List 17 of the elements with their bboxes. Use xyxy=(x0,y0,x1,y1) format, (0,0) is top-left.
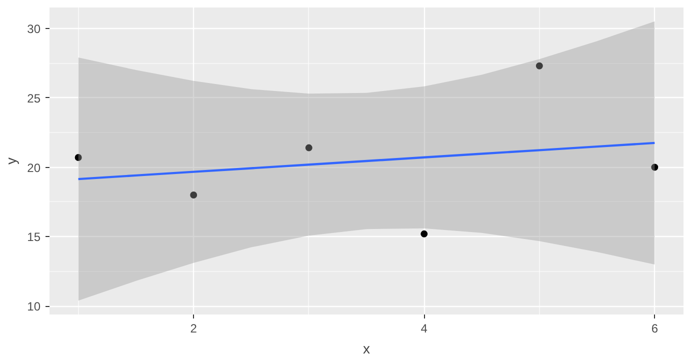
y-tick-label: 10 xyxy=(27,300,41,314)
y-tick-label: 25 xyxy=(27,91,41,106)
x-tick-label: 4 xyxy=(420,322,428,336)
line-series xyxy=(77,142,656,180)
y-tick-label: 15 xyxy=(27,230,41,244)
point xyxy=(190,192,198,199)
point xyxy=(536,62,543,70)
x-tick-label: 2 xyxy=(190,322,198,336)
point xyxy=(305,144,312,152)
x-axis-title: x xyxy=(363,340,370,356)
y-tick-label: 20 xyxy=(27,160,41,175)
x-tick-label: 6 xyxy=(651,322,658,336)
point xyxy=(74,154,82,162)
y-axis-title: y xyxy=(3,158,20,164)
y-tick-label: 30 xyxy=(27,22,41,36)
point xyxy=(651,164,658,171)
point xyxy=(420,230,428,238)
